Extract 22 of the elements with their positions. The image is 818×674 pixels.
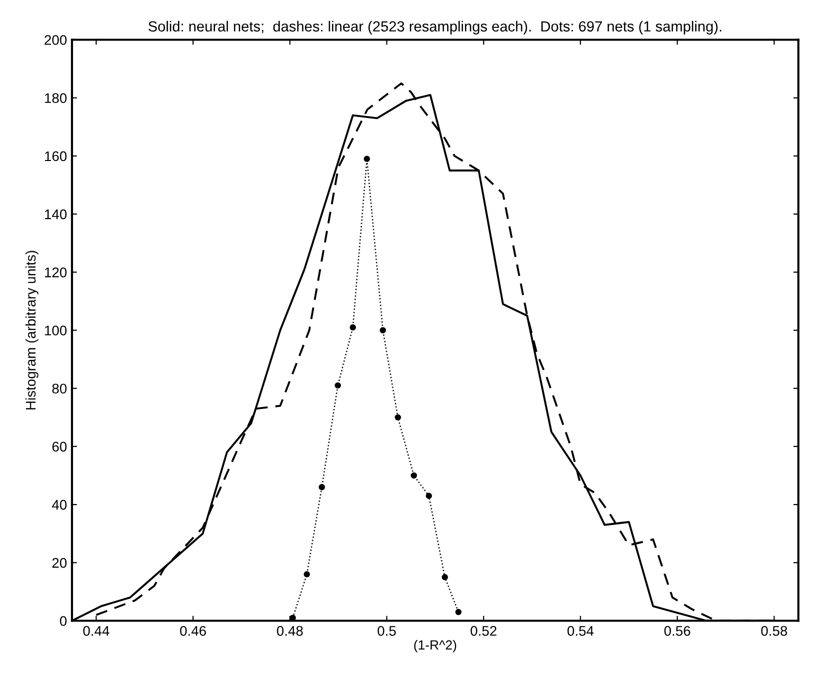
x-axis-title: (1-R^2): [414, 640, 456, 652]
y-tick-label: 60: [52, 442, 67, 452]
y-tick-label: 140: [45, 209, 67, 220]
y-tick-label: 120: [45, 267, 67, 278]
y-axis-title: Histogram (arbitrary units): [25, 250, 38, 410]
x-tick-label: 0.48: [276, 626, 303, 636]
x-tick-label: 0.56: [664, 626, 690, 636]
x-tick-label: 0.58: [761, 626, 788, 636]
y-tick-label: 100: [45, 326, 67, 336]
x-tick-label: 0.54: [567, 626, 594, 636]
y-tick-label: 180: [45, 93, 67, 104]
y-tick-label: 40: [52, 500, 67, 510]
x-tick-label: 0.46: [180, 626, 206, 636]
chart-title: Solid: neural nets; dashes: linear (2523 resamplings each). Dots: 697 nets (1 sampling).: [148, 20, 722, 34]
x-tick-label: 0.5: [378, 626, 396, 636]
y-tick-label: 0: [60, 616, 67, 626]
y-tick-label: 160: [45, 151, 67, 162]
x-tick-label: 0.44: [83, 626, 110, 636]
y-tick-label: 20: [52, 558, 67, 568]
x-tick-label: 0.52: [470, 626, 496, 636]
y-tick-label: 80: [52, 384, 67, 394]
y-tick-label: 200: [44, 35, 67, 45]
